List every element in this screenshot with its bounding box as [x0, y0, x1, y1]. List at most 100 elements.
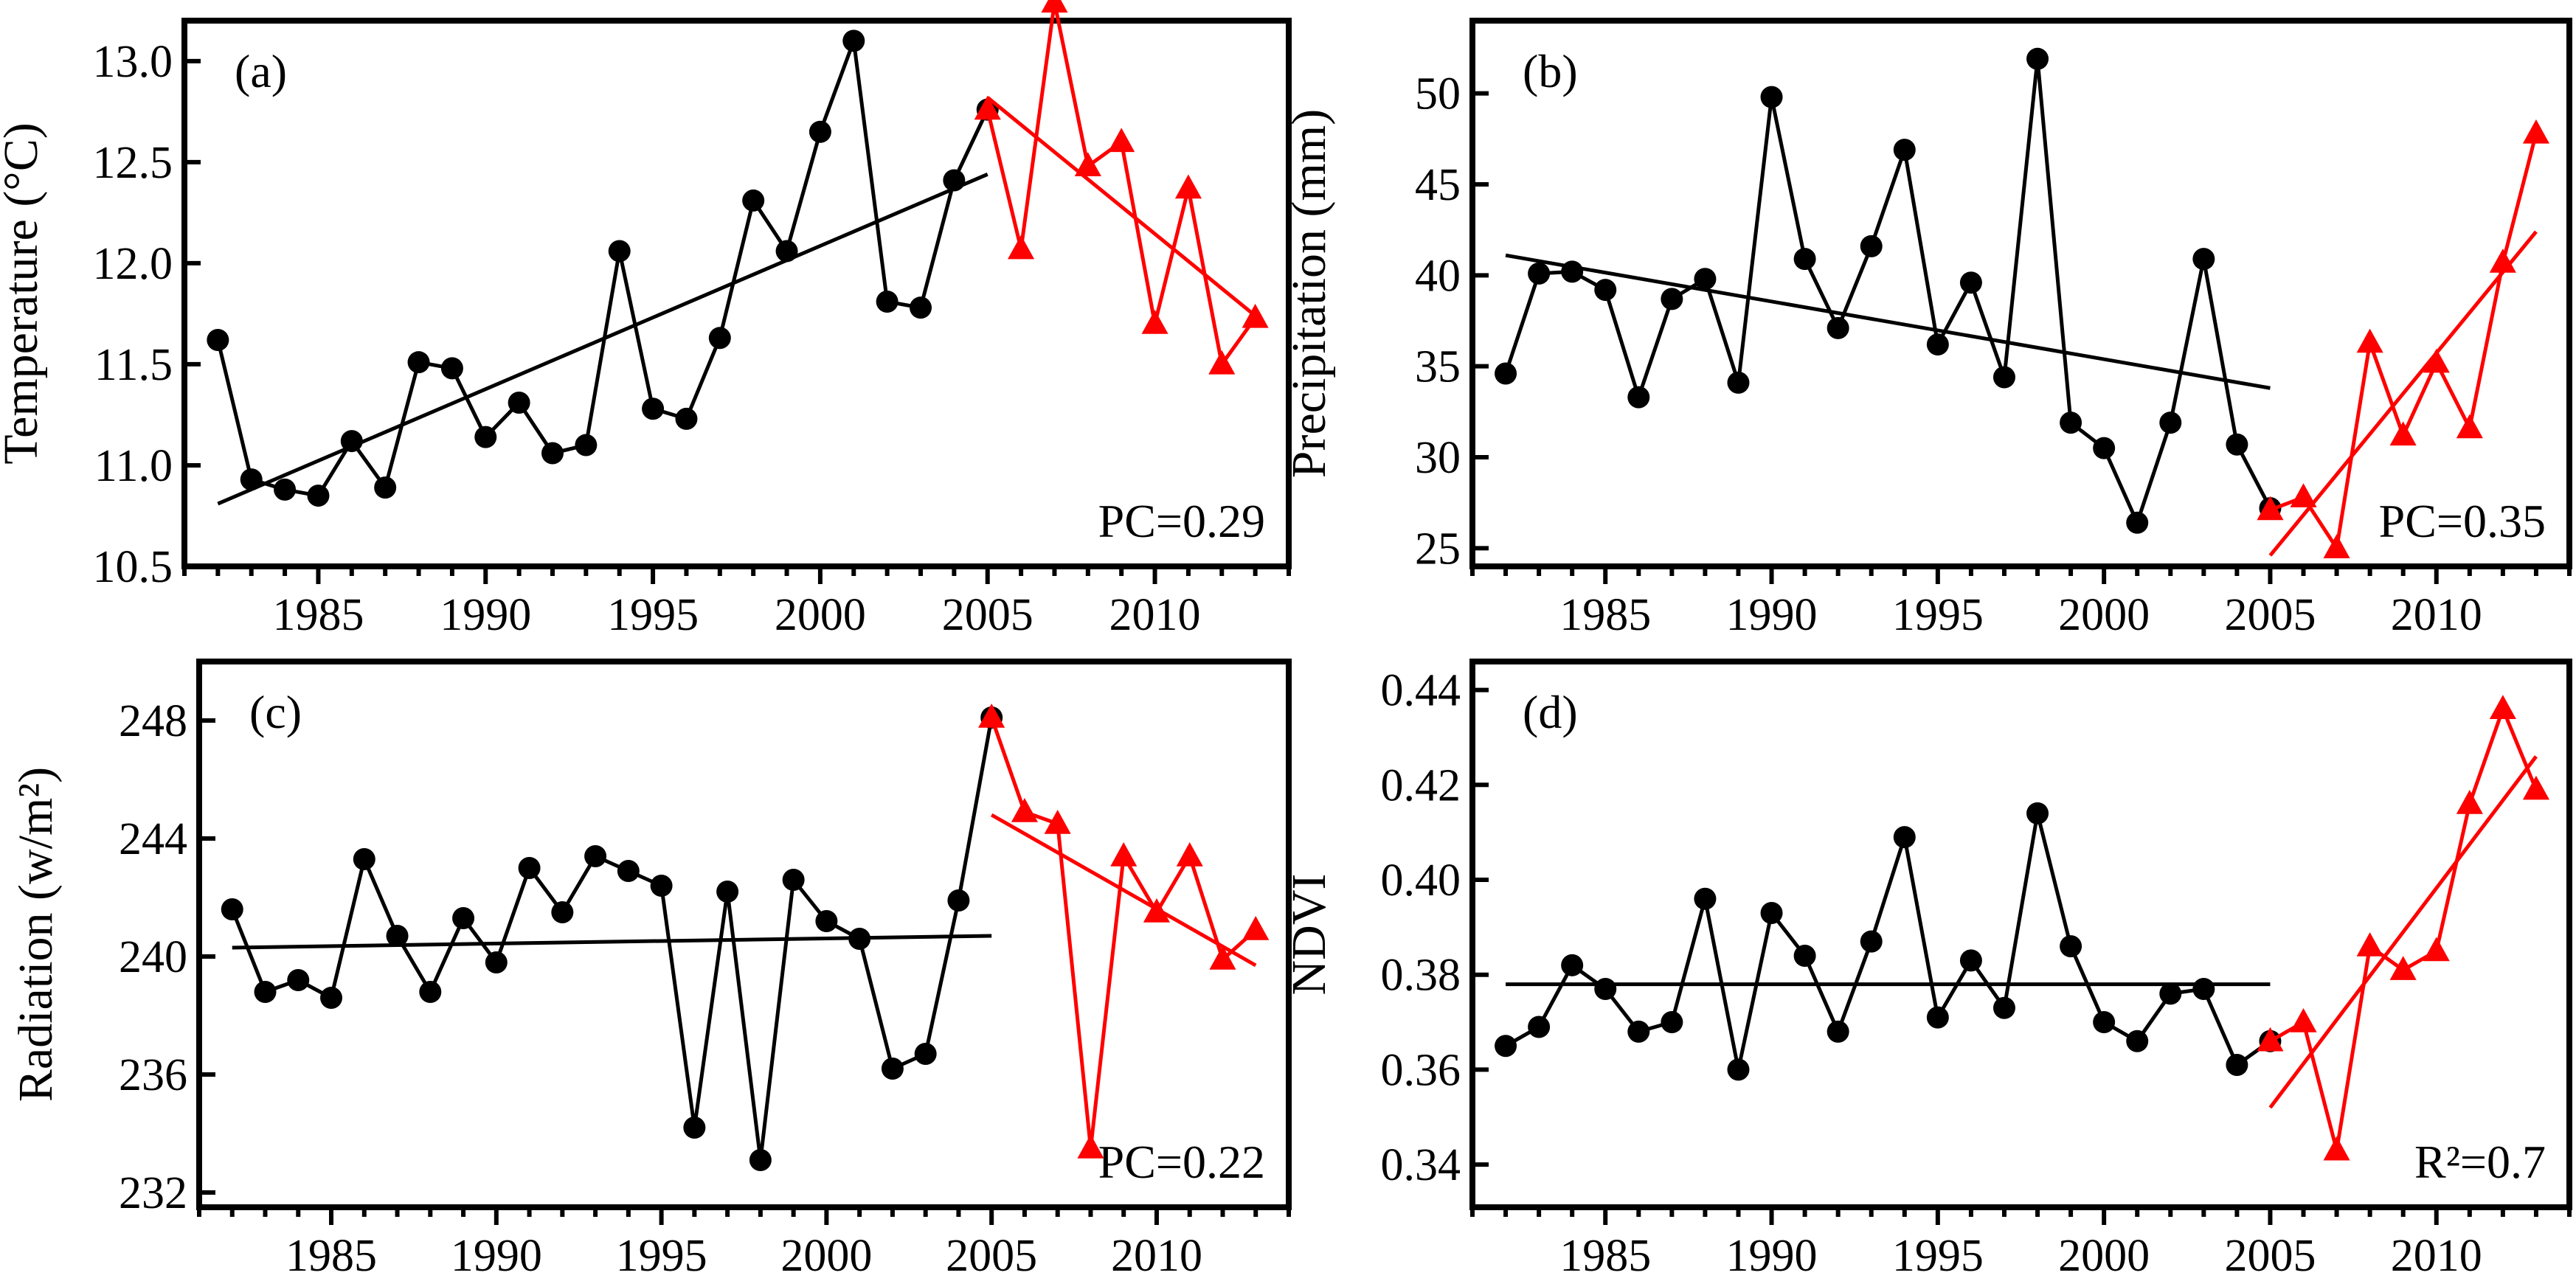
data-point: [1011, 798, 1038, 822]
data-point: [2456, 414, 2483, 439]
data-point: [683, 1117, 706, 1139]
series-line: [989, 717, 1257, 1150]
data-point: [518, 857, 541, 879]
data-point: [2323, 1136, 2350, 1161]
data-point: [1208, 350, 1236, 375]
series-line: [2269, 133, 2538, 550]
data-point: [1561, 954, 1584, 976]
series-line: [230, 717, 994, 1162]
data-point: [1727, 371, 1750, 394]
data-point: [1926, 1006, 1949, 1029]
data-point: [1959, 949, 1982, 972]
data-point: [1893, 826, 1916, 849]
data-point: [2257, 496, 2284, 521]
data-point: [386, 925, 409, 947]
data-point: [815, 910, 838, 932]
stat-annotation: PC=0.29: [1098, 495, 1265, 547]
data-point: [1209, 945, 1236, 970]
data-point: [254, 981, 277, 1003]
data-point: [876, 290, 899, 313]
y-tick-label: 0.36: [1381, 1045, 1461, 1095]
series-recent: [2257, 119, 2549, 558]
data-point: [1528, 262, 1551, 285]
data-point: [1242, 303, 1269, 328]
x-tick-label: 1985: [1559, 1231, 1651, 1281]
plot-frame: [196, 659, 1292, 1210]
series-historical: [221, 707, 1003, 1171]
data-point: [575, 434, 598, 456]
data-point: [274, 478, 297, 501]
data-point: [2257, 1027, 2284, 1052]
stat-annotation: R²=0.7: [2414, 1136, 2546, 1188]
data-point: [809, 120, 831, 143]
data-point: [541, 442, 564, 465]
data-point: [485, 951, 508, 973]
data-point: [1827, 1020, 1849, 1043]
data-point: [2389, 421, 2417, 446]
stat-annotation: PC=0.22: [1098, 1136, 1265, 1188]
data-point: [2522, 775, 2549, 800]
y-tick-label: 0.44: [1381, 666, 1461, 716]
data-point: [1594, 978, 1617, 1000]
series-recent: [2257, 695, 2549, 1161]
data-point: [2226, 1053, 2248, 1076]
plot-frame: [181, 18, 1292, 569]
series-recent: [974, 0, 1269, 375]
y-tick-label: 12.5: [93, 138, 173, 188]
data-point: [2423, 348, 2450, 373]
data-point: [1495, 362, 1517, 385]
data-point: [708, 327, 731, 350]
data-point: [716, 881, 739, 903]
data-point: [1661, 288, 1683, 310]
data-point: [2026, 47, 2049, 70]
x-tick-label: 1995: [607, 590, 699, 640]
data-point: [1992, 366, 2015, 389]
data-point: [1793, 944, 1816, 967]
data-point: [1694, 268, 1717, 291]
data-point: [947, 889, 970, 912]
data-point: [1141, 310, 1168, 334]
x-tick-label: 2005: [942, 590, 1033, 640]
data-point: [1143, 898, 1170, 923]
data-point: [440, 357, 463, 380]
chart-panel-3: 232 236 240 244 248 1985 1990 1995 2000 2005 2010 R…: [9, 659, 1292, 1281]
data-point: [353, 848, 375, 870]
data-point: [1242, 916, 1270, 940]
y-tick-label: 30: [1415, 433, 1461, 483]
y-tick-label: 248: [119, 696, 187, 746]
x-tick-label: 2000: [2058, 590, 2150, 640]
data-point: [782, 869, 805, 891]
series-line: [986, 0, 1257, 367]
x-tick-label: 2010: [1109, 590, 1201, 640]
data-point: [617, 860, 640, 882]
data-point: [1661, 1011, 1683, 1034]
y-axis-title: Temperature (°C): [0, 122, 48, 464]
data-point: [2290, 483, 2317, 507]
data-point: [2389, 956, 2417, 980]
data-point: [407, 351, 430, 374]
data-point: [2226, 433, 2248, 456]
trend-line: [2268, 230, 2538, 557]
data-point: [2126, 511, 2149, 534]
data-point: [1760, 902, 1783, 925]
data-point: [2323, 534, 2350, 558]
series-historical: [207, 29, 999, 507]
data-point: [1594, 279, 1617, 302]
data-point: [1860, 930, 1883, 953]
y-tick-label: 12.0: [93, 239, 173, 289]
data-point: [1495, 1035, 1517, 1058]
data-point: [1827, 316, 1849, 339]
y-tick-label: 40: [1415, 251, 1461, 301]
data-point: [374, 476, 397, 499]
data-point: [307, 485, 330, 507]
y-tick-label: 236: [119, 1050, 187, 1100]
y-tick-label: 45: [1415, 160, 1461, 210]
data-point: [551, 901, 574, 923]
panel-label: (c): [249, 686, 302, 738]
data-point: [221, 898, 243, 920]
y-tick-label: 11.5: [94, 340, 173, 390]
data-point: [2192, 978, 2215, 1000]
x-tick-label: 2005: [946, 1231, 1037, 1281]
x-tick-label: 1995: [616, 1231, 707, 1281]
x-tick-label: 2010: [2391, 590, 2482, 640]
